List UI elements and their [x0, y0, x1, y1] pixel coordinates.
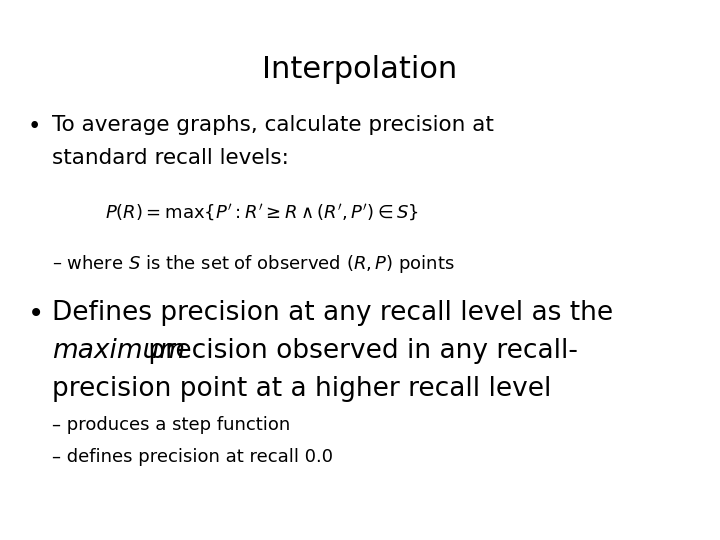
Text: precision observed in any recall-: precision observed in any recall-	[140, 338, 578, 364]
Text: – where $S$ is the set of observed $(R,P)$ points: – where $S$ is the set of observed $(R,P…	[52, 253, 455, 275]
Text: $P(R) = \mathrm{max}\{P^{\prime} : R^{\prime} \geq R \wedge (R^{\prime}, P^{\pri: $P(R) = \mathrm{max}\{P^{\prime} : R^{\p…	[105, 202, 419, 222]
Text: •: •	[28, 115, 41, 138]
Text: maximum: maximum	[52, 338, 185, 364]
Text: Interpolation: Interpolation	[262, 55, 458, 84]
Text: To average graphs, calculate precision at: To average graphs, calculate precision a…	[52, 115, 494, 135]
Text: •: •	[28, 300, 44, 328]
Text: – defines precision at recall 0.0: – defines precision at recall 0.0	[52, 448, 333, 466]
Text: precision point at a higher recall level: precision point at a higher recall level	[52, 376, 552, 402]
Text: standard recall levels:: standard recall levels:	[52, 148, 289, 168]
Text: – produces a step function: – produces a step function	[52, 416, 290, 434]
Text: Defines precision at any recall level as the: Defines precision at any recall level as…	[52, 300, 613, 326]
